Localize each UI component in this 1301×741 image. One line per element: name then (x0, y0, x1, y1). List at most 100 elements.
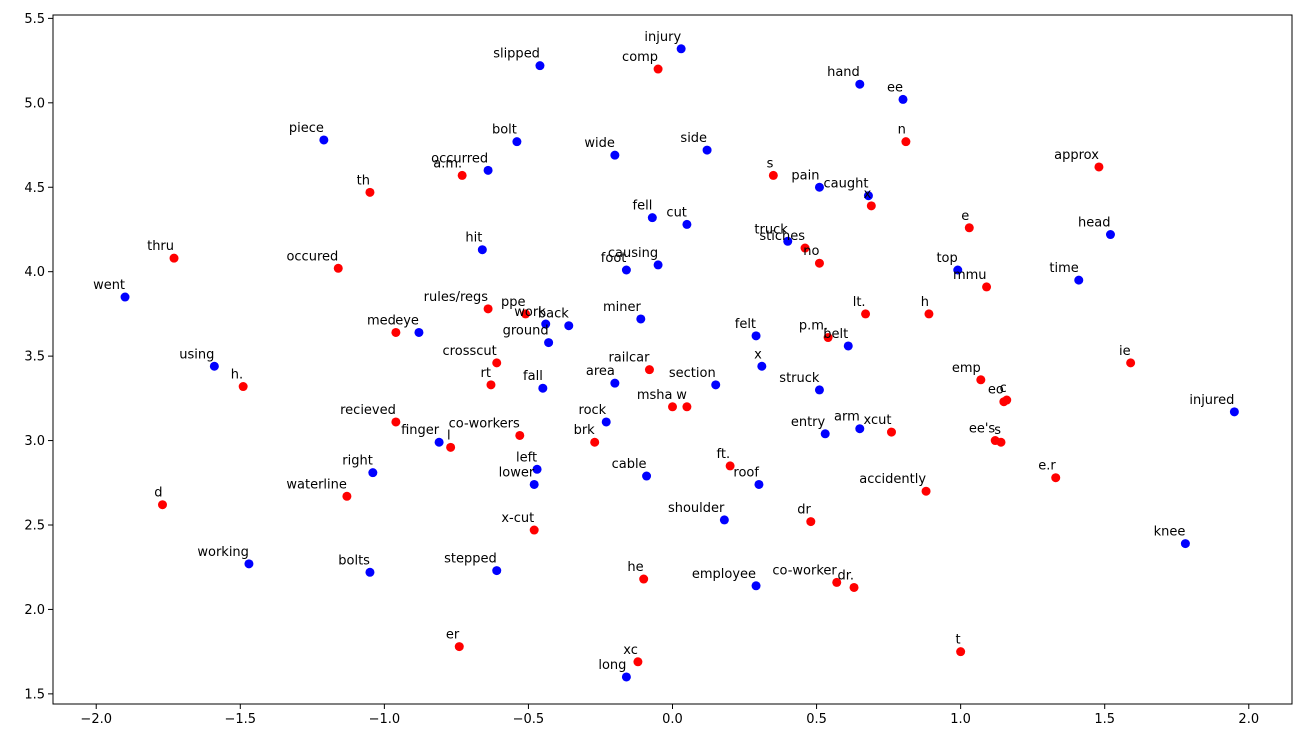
point-label: recieved (340, 403, 396, 418)
scatter-point (982, 282, 992, 292)
scatter-point (832, 577, 842, 587)
scatter-point (668, 402, 677, 412)
y-tick-label: 4.5 (24, 181, 45, 196)
y-tick-label: 3.0 (24, 434, 45, 449)
scatter-point (924, 309, 934, 319)
point-label: occurred (431, 151, 488, 166)
point-label: bolt (492, 123, 517, 138)
scatter-point (921, 486, 931, 496)
scatter-point (342, 491, 352, 501)
point-label: lt. (853, 295, 866, 310)
point-label: employee (692, 567, 756, 582)
scatter-point (751, 581, 761, 591)
scatter-point (751, 331, 761, 341)
point-label: foot (601, 251, 627, 266)
point-label: wide (584, 136, 615, 151)
x-tick-label: 2.0 (1238, 712, 1259, 727)
point-label: hit (465, 231, 482, 246)
scatter-point (244, 559, 254, 569)
scatter-point (644, 365, 654, 375)
scatter-point (446, 442, 456, 452)
point-label: ee (887, 80, 903, 95)
scatter-point (820, 429, 830, 439)
scatter-point (814, 385, 824, 395)
scatter-point (633, 657, 643, 667)
scatter-point (1229, 407, 1239, 417)
point-label: msha (637, 388, 673, 403)
scatter-point (976, 375, 986, 385)
scatter-point (719, 515, 729, 525)
scatter-point (209, 361, 219, 371)
scatter-point (642, 471, 652, 481)
point-label: c (1000, 381, 1007, 396)
scatter-point (529, 525, 539, 535)
point-label: ee's (969, 422, 996, 437)
scatter-point (238, 382, 248, 392)
point-label: accidently (859, 472, 926, 487)
point-label: a.m. (433, 156, 462, 171)
point-label: area (586, 364, 615, 379)
scatter-point (157, 500, 167, 510)
x-tick-label: −1.5 (225, 712, 257, 727)
point-label: brk (574, 423, 596, 438)
point-label: mmu (953, 268, 987, 283)
scatter-point (843, 341, 853, 351)
point-label: left (516, 450, 537, 465)
scatter-point (711, 380, 721, 390)
point-label: co-workers (449, 416, 520, 431)
y-tick-label: 2.0 (24, 603, 45, 618)
point-label: stepped (444, 552, 497, 567)
x-tick-label: 1.0 (950, 712, 971, 727)
scatter-point (898, 94, 908, 104)
x-tick-label: −1.0 (369, 712, 401, 727)
point-label: work (514, 305, 546, 320)
scatter-point (861, 309, 871, 319)
scatter-point (544, 338, 554, 348)
scatter-point (855, 79, 865, 89)
point-label: slipped (493, 47, 540, 62)
point-label: section (669, 366, 716, 381)
point-label: dr (797, 503, 811, 518)
scatter-point (457, 170, 467, 180)
scatter-point (515, 430, 525, 440)
point-label: x (754, 347, 762, 362)
scatter-point (676, 44, 686, 54)
scatter-point (414, 327, 424, 337)
point-label: cut (666, 205, 686, 220)
scatter-point (454, 642, 464, 652)
point-label: fell (633, 199, 653, 214)
scatter-point (768, 170, 778, 180)
point-label: struck (779, 371, 820, 386)
scatter-point (866, 201, 876, 211)
scatter-point (483, 304, 493, 314)
scatter-point (486, 380, 496, 390)
scatter-point (1126, 358, 1136, 368)
scatter-point (529, 479, 539, 489)
point-label: lower (499, 465, 535, 480)
point-label: pain (791, 168, 819, 183)
point-label: h (921, 295, 929, 310)
scatter-point (1105, 230, 1115, 240)
scatter-point (590, 437, 600, 447)
scatter-point (806, 517, 816, 527)
scatter-point (535, 61, 545, 71)
point-label: s (994, 423, 1001, 438)
scatter-point (814, 182, 824, 192)
point-label: side (680, 131, 707, 146)
point-label: eo (988, 383, 1004, 398)
scatter-point (636, 314, 646, 324)
point-label: bolts (338, 553, 370, 568)
scatter-point (953, 265, 963, 275)
point-label: entry (791, 415, 826, 430)
scatter-point (477, 245, 487, 255)
point-label: l (447, 428, 451, 443)
point-label: x (864, 187, 872, 202)
scatter-point (492, 566, 502, 576)
point-label: co-worker (772, 563, 837, 578)
point-label: x-cut (501, 511, 534, 526)
scatter-point (757, 361, 767, 371)
point-label: ppe (501, 295, 526, 310)
point-label: belt (823, 327, 848, 342)
point-label: waterline (286, 477, 347, 492)
scatter-point (1180, 539, 1190, 549)
